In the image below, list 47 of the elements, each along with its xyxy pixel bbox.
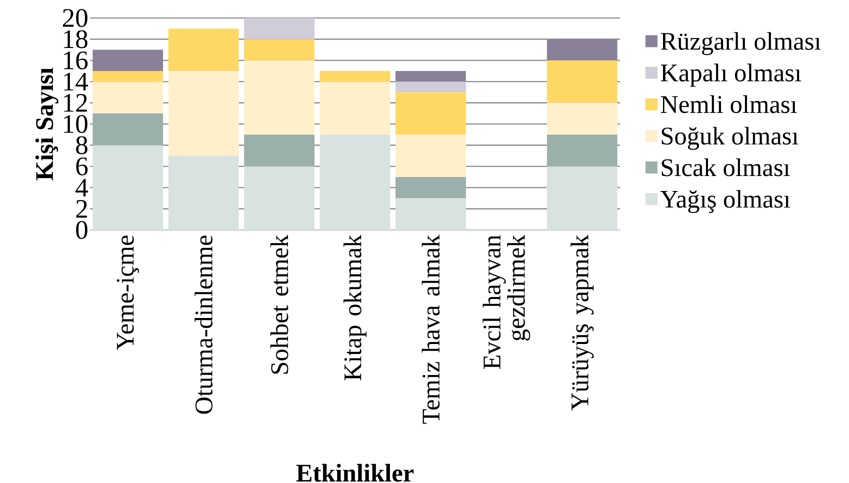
y-tick-label: 16	[64, 51, 88, 70]
x-tick-label: Oturma-dinlenme	[194, 236, 212, 414]
bar	[244, 18, 314, 40]
legend-label: Kapalı olması	[660, 64, 802, 87]
x-tick-label: Yeme-içme	[116, 236, 139, 350]
bar	[320, 82, 390, 135]
y-tick-label: 2	[76, 200, 87, 218]
y-axis-title: Kişi Sayısı	[35, 68, 58, 180]
y-tick-label: 20	[62, 9, 88, 27]
x-tick-label: Kitap okumak	[344, 234, 366, 380]
y-tick-label: 6	[76, 157, 88, 176]
legend-label: Sıcak olması	[662, 158, 790, 176]
y-tick-label: 8	[76, 136, 88, 154]
bar	[396, 92, 466, 135]
x-tick-label: Evcil hayvan gezdirmek	[482, 234, 530, 370]
bar	[168, 71, 239, 156]
legend-label: Rüzgarlı olması	[660, 32, 821, 56]
y-tick-label: 0	[76, 221, 88, 239]
y-tick-label: 14	[64, 72, 88, 90]
bar	[396, 177, 466, 198]
bar	[92, 113, 164, 146]
bar	[396, 71, 466, 82]
bar	[244, 39, 314, 60]
bar	[546, 39, 618, 60]
bar	[92, 82, 164, 114]
bar	[546, 60, 618, 103]
bar	[546, 102, 618, 135]
bar	[320, 71, 390, 82]
y-tick-label: 4	[76, 178, 88, 196]
bar	[396, 134, 466, 178]
x-tick-label: Temiz hava almak	[422, 234, 440, 424]
legend-label: Nemli olması	[660, 95, 797, 114]
y-tick-label: 12	[64, 94, 87, 112]
x-tick-label: Yürüyüş yapmak	[570, 234, 594, 410]
bar	[168, 28, 239, 72]
bar	[244, 134, 314, 166]
y-tick-label: 18	[64, 30, 88, 48]
legend-label: Soğuk olması	[662, 126, 798, 150]
bar	[92, 50, 164, 72]
bar	[396, 82, 466, 92]
legend-label: Yağış olması	[660, 190, 790, 214]
bar	[244, 60, 314, 135]
bar	[92, 71, 164, 82]
x-tick-label: Sohbet etmek	[270, 234, 288, 374]
bar	[546, 134, 618, 166]
y-tick-label: 10	[64, 115, 88, 133]
x-axis-title: Etkinlikler	[296, 464, 414, 482]
